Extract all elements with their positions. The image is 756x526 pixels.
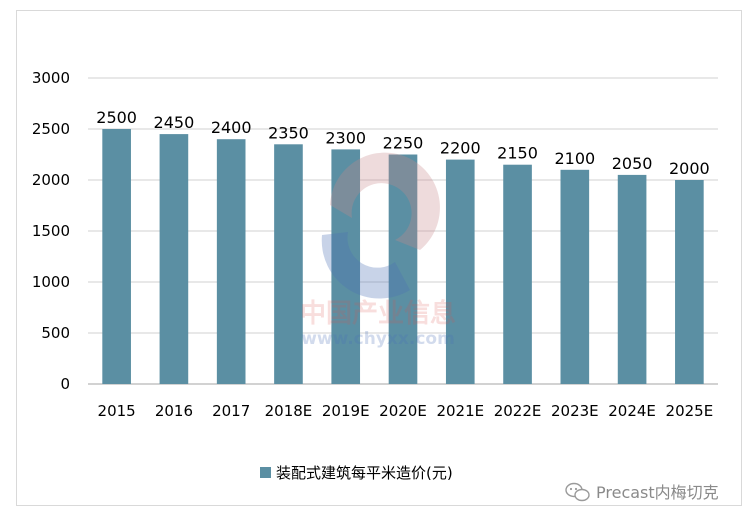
legend-swatch (260, 467, 271, 478)
wechat-icon (565, 482, 590, 502)
bar (445, 159, 475, 384)
y-tick-label: 1000 (32, 273, 70, 291)
x-tick-label: 2024E (608, 402, 656, 420)
watermark-logo-blue (321, 232, 410, 299)
credit-text: Precast内梅切克 (596, 483, 719, 502)
x-tick-label: 2018E (265, 402, 313, 420)
bar (503, 164, 532, 384)
bar (388, 154, 418, 384)
y-tick-label: 2500 (32, 120, 70, 138)
x-tick-label: 2025E (666, 402, 714, 420)
watermark-cn: 中国产业信息 (300, 298, 456, 329)
y-tick-label: 0 (60, 375, 70, 393)
legend: 装配式建筑每平米造价(元) (260, 464, 453, 482)
bar (617, 174, 647, 384)
data-label: 2150 (497, 144, 538, 163)
credit: Precast内梅切克 (565, 482, 719, 502)
y-axis-ticks: 0 500 1000 1500 2000 2500 3000 (32, 69, 70, 393)
y-tick-label: 2000 (32, 171, 70, 189)
data-label: 2200 (440, 139, 481, 158)
data-label: 2300 (325, 128, 366, 147)
y-tick-label: 3000 (32, 69, 70, 87)
data-label: 2250 (383, 134, 424, 153)
data-label: 2100 (554, 149, 595, 168)
bar (159, 134, 189, 384)
data-label: 2000 (669, 159, 710, 178)
data-label: 2450 (154, 113, 195, 132)
bar (675, 180, 704, 384)
y-tick-label: 500 (41, 324, 70, 342)
data-label: 2400 (211, 118, 252, 137)
data-label: 2350 (268, 123, 309, 142)
bar (331, 149, 361, 384)
bar (560, 169, 590, 384)
watermark: 中国产业信息 www.chyxx.com (300, 152, 456, 349)
x-tick-label: 2020E (379, 402, 427, 420)
y-tick-label: 1500 (32, 222, 70, 240)
x-tick-label: 2015 (98, 402, 136, 420)
legend-label: 装配式建筑每平米造价(元) (276, 464, 453, 482)
bar (216, 139, 246, 384)
x-tick-label: 2022E (494, 402, 542, 420)
x-tick-label: 2023E (551, 402, 599, 420)
x-axis-ticks: 2015 2016 2017 2018E 2019E 2020E 2021E 2022E 202… (98, 402, 714, 420)
x-tick-label: 2016 (155, 402, 193, 420)
x-tick-label: 2017 (212, 402, 250, 420)
bar (102, 129, 131, 384)
bar (274, 144, 303, 384)
bars (102, 129, 704, 384)
watermark-logo (330, 152, 440, 250)
data-labels: 2500 2450 2400 2350 2300 2250 2200 2150 2100 2050… (96, 108, 709, 178)
watermark-url: www.chyxx.com (301, 329, 455, 349)
x-tick-label: 2019E (322, 402, 370, 420)
x-tick-label: 2021E (436, 402, 484, 420)
data-label: 2050 (612, 154, 653, 173)
data-label: 2500 (96, 108, 137, 127)
